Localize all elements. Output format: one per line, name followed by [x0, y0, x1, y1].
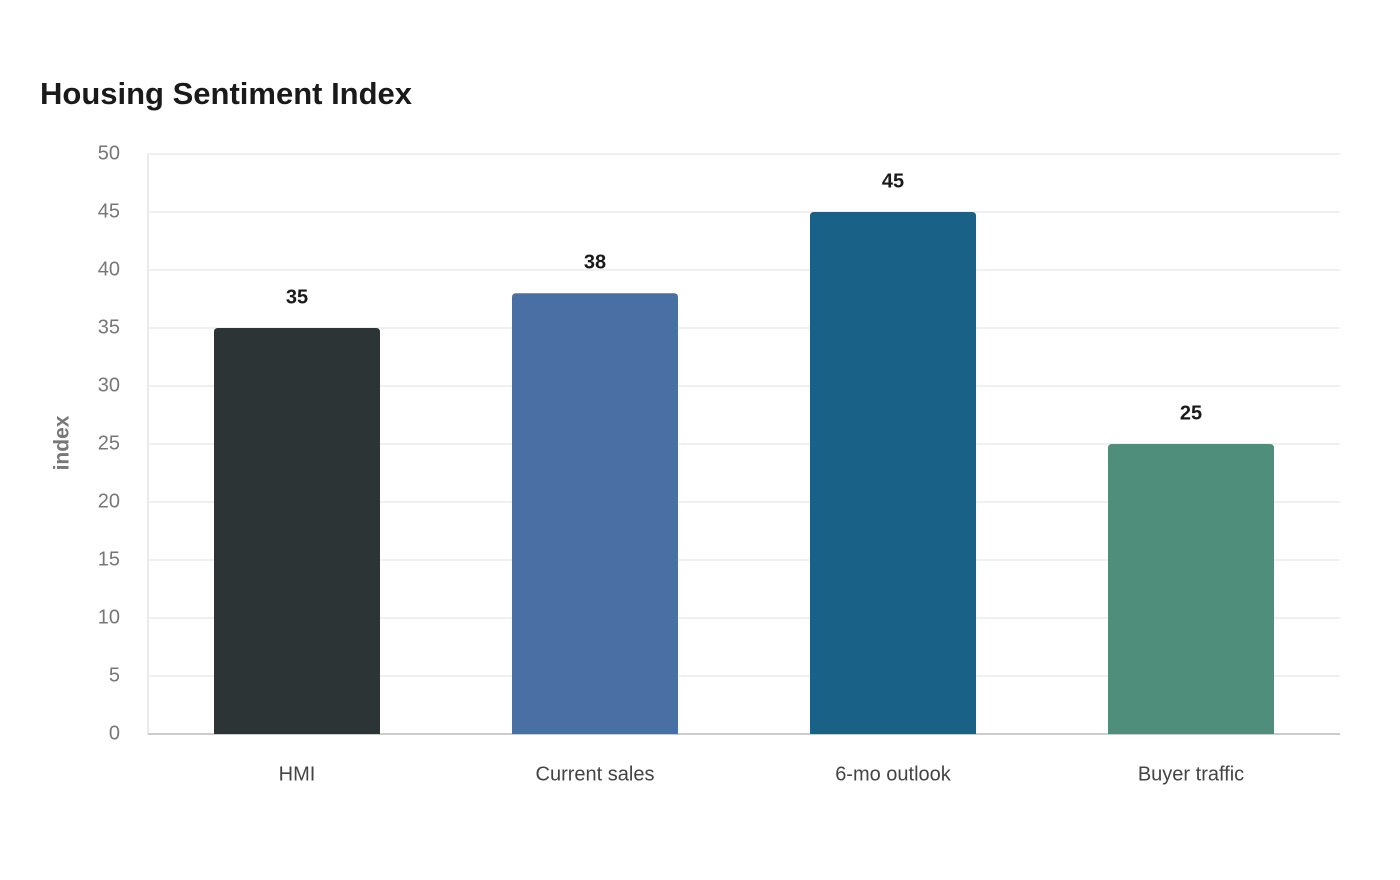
x-tick-label: 6-mo outlook: [835, 763, 952, 785]
y-tick-label: 45: [98, 200, 120, 222]
x-tick-label: HMI: [279, 763, 316, 785]
bar: [810, 212, 976, 734]
y-tick-label: 40: [98, 258, 120, 280]
y-tick-label: 50: [98, 142, 120, 164]
y-tick-label: 30: [98, 374, 120, 396]
value-label: 25: [1180, 402, 1202, 424]
value-label: 35: [286, 286, 308, 308]
x-tick-label: Current sales: [536, 763, 655, 785]
y-tick-label: 0: [109, 722, 120, 744]
bar: [1108, 444, 1274, 734]
y-tick-label: 35: [98, 316, 120, 338]
y-tick-label: 15: [98, 548, 120, 570]
bar: [512, 293, 678, 734]
x-tick-label: Buyer traffic: [1138, 763, 1244, 785]
y-axis-label: index: [51, 415, 74, 470]
value-label: 45: [882, 170, 904, 192]
y-tick-label: 25: [98, 432, 120, 454]
y-tick-label: 10: [98, 606, 120, 628]
bar: [214, 328, 380, 734]
y-tick-label: 20: [98, 490, 120, 512]
value-label: 38: [584, 251, 606, 273]
y-tick-label: 5: [109, 664, 120, 686]
chart-title: Housing Sentiment Index: [40, 76, 413, 111]
